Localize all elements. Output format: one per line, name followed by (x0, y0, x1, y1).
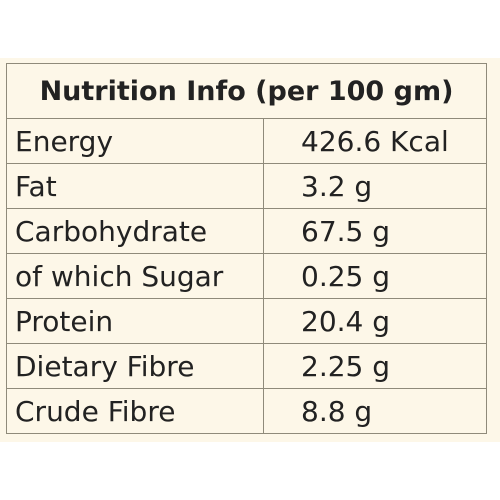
table-row: Crude Fibre 8.8 g (6, 388, 488, 434)
nutrition-table: Nutrition Info (per 100 gm) Energy 426.6… (5, 63, 488, 434)
nutrient-value: 8.8 g (262, 388, 488, 434)
nutrient-name: Energy (6, 118, 264, 164)
table-header-row: Nutrition Info (per 100 gm) (5, 63, 488, 119)
nutrient-name: Fat (6, 163, 264, 209)
nutrient-value: 3.2 g (262, 163, 488, 209)
nutrient-value: 0.25 g (262, 253, 488, 299)
nutrient-name: of which Sugar (6, 253, 264, 299)
nutrient-value: 67.5 g (262, 208, 488, 254)
nutrient-value: 20.4 g (262, 298, 488, 344)
table-row: Dietary Fibre 2.25 g (6, 343, 488, 389)
nutrient-name: Crude Fibre (6, 388, 264, 434)
nutrient-name: Protein (6, 298, 264, 344)
table-row: Protein 20.4 g (6, 298, 488, 344)
table-row: Fat 3.2 g (6, 163, 488, 209)
table-row: of which Sugar 0.25 g (6, 253, 488, 299)
nutrient-value: 426.6 Kcal (262, 118, 488, 164)
table-row: Energy 426.6 Kcal (6, 118, 488, 164)
nutrient-name: Carbohydrate (6, 208, 264, 254)
nutrient-value: 2.25 g (262, 343, 488, 389)
nutrient-name: Dietary Fibre (6, 343, 264, 389)
table-title: Nutrition Info (per 100 gm) (5, 63, 488, 119)
table-row: Carbohydrate 67.5 g (6, 208, 488, 254)
